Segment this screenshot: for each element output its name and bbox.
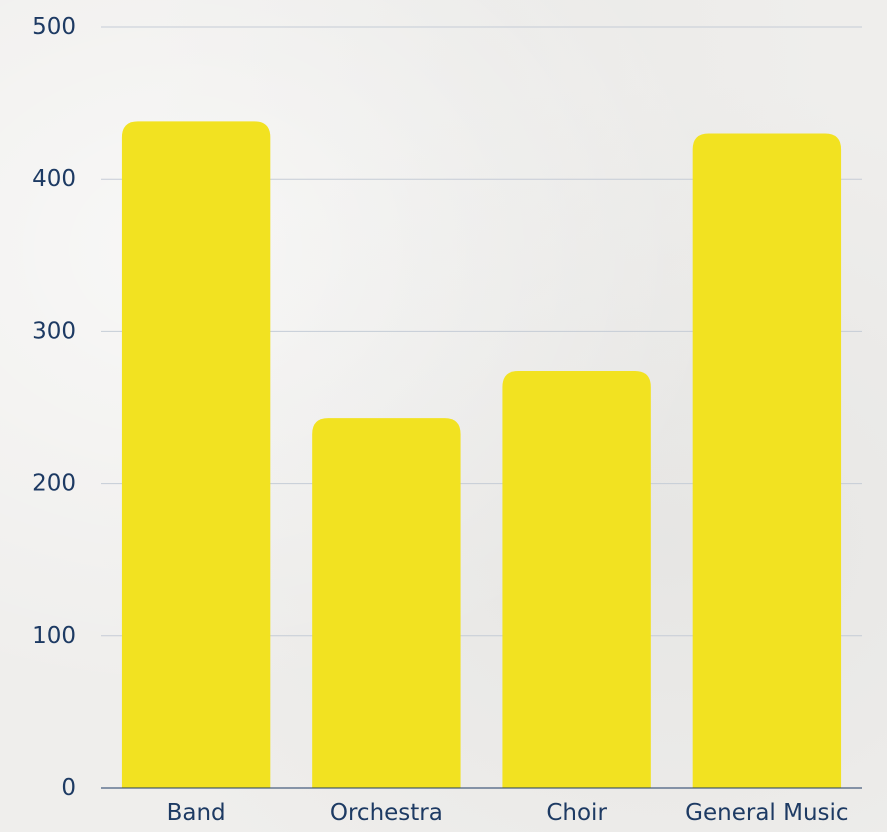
y-tick-label: 200 (32, 471, 76, 497)
y-tick-labels: 0 100 200 300 400 500 (32, 14, 76, 801)
y-tick-label: 300 (32, 318, 76, 344)
x-tick-label: Orchestra (330, 800, 443, 826)
bar-band (121, 121, 271, 788)
y-tick-label: 500 (32, 14, 76, 40)
x-tick-labels: Band Orchestra Choir General Music (167, 800, 849, 826)
bars (121, 121, 842, 789)
bar-general-music (692, 133, 842, 789)
bar-choir (502, 370, 651, 788)
y-tick-label: 0 (61, 775, 76, 801)
y-tick-label: 100 (32, 623, 76, 649)
x-tick-label: Choir (546, 800, 607, 826)
y-tick-label: 400 (32, 166, 76, 192)
x-tick-label: General Music (685, 800, 848, 826)
bar-orchestra (312, 418, 461, 788)
x-tick-label: Band (167, 800, 226, 826)
